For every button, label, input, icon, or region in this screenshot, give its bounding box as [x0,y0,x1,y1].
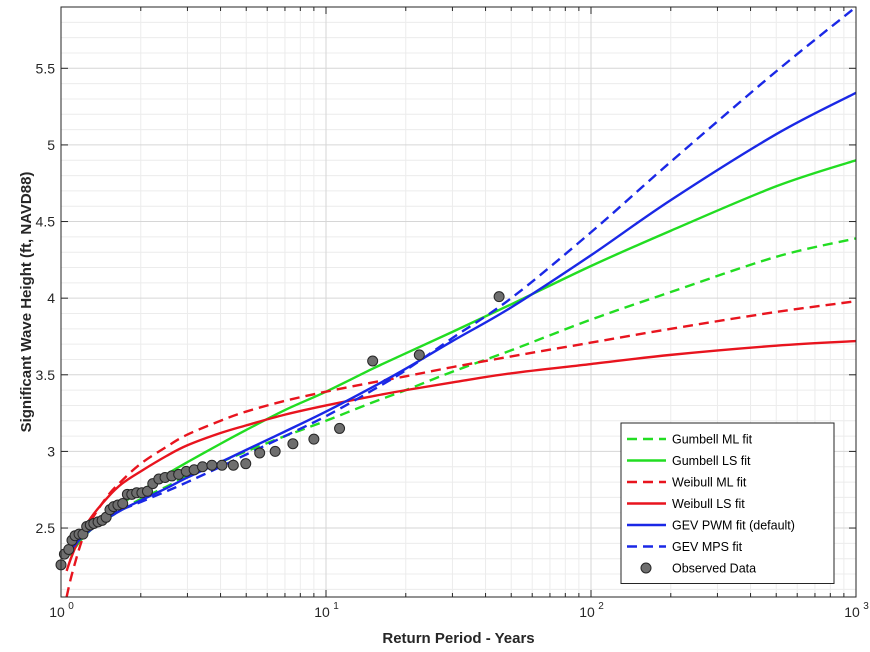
x-tick-label: 10 [49,604,65,620]
x-axis-title: Return Period - Years [382,630,534,647]
observed-point [254,447,266,459]
y-tick-label: 3 [47,443,55,459]
observed-point [413,349,425,361]
x-tick-exponent: 3 [863,601,869,612]
observed-point [367,355,379,367]
axis-ticks [60,7,857,597]
plot-frame [60,6,857,598]
legend-item-gev-pwm-fit-default: GEV PWM fit (default) [627,519,795,533]
observed-point [63,543,75,555]
legend-item-weibull-ls-fit: Weibull LS fit [627,497,745,511]
observed-point [216,459,228,471]
observed-point [206,459,218,471]
y-tick-label: 4 [47,290,55,306]
legend-label: Gumbell LS fit [672,454,751,468]
observed-point [334,422,346,434]
legend-item-gumbell-ls-fit: Gumbell LS fit [627,454,751,468]
series-line-weibull-ls-fit [65,339,856,572]
y-tick-label: 3.5 [36,367,56,383]
y-tick-labels: 2.5 3 3.5 4 4.5 5 5.5 [36,60,56,536]
legend-label: Gumbell ML fit [672,433,753,447]
y-tick-label: 2.5 [36,520,56,536]
legend-label: GEV MPS fit [672,540,743,554]
x-tick-label: 10 [579,604,595,620]
observed-point [308,433,320,445]
legend-swatch [640,562,652,574]
y-tick-label: 5 [47,137,55,153]
x-tick-exponent: 2 [598,601,604,612]
legend-label: GEV PWM fit (default) [672,519,795,533]
observed-point [227,459,239,471]
observed-point [117,498,129,510]
x-tick-exponent: 0 [68,601,74,612]
x-tick-label: 10 [844,604,860,620]
legend-label: Weibull ML fit [672,476,747,490]
legend-item-gev-mps-fit: GEV MPS fit [627,540,743,554]
observed-point [197,461,209,473]
y-tick-label: 4.5 [36,214,56,230]
x-tick-exponent: 1 [333,601,339,612]
x-tick-labels: 10 0 10 1 10 2 10 3 [49,601,869,620]
y-tick-label: 5.5 [36,60,56,76]
legend: Gumbell ML fit Gumbell LS fit Weibull ML f… [620,422,835,584]
y-axis-title: Significant Wave Height (ft, NAVD88) [18,172,35,433]
x-tick-label: 10 [314,604,330,620]
legend-label: Observed Data [672,562,756,576]
observed-point [493,291,505,303]
legend-item-gumbell-ml-fit: Gumbell ML fit [627,433,753,447]
observed-point [287,438,299,450]
legend-label: Weibull LS fit [672,497,745,511]
observed-point [240,458,252,470]
observed-point [141,485,153,497]
legend-item-observed-data: Observed Data [640,562,756,576]
series-line-weibull-ml-fit [65,300,856,597]
observed-point [269,445,281,457]
legend-item-weibull-ml-fit: Weibull ML fit [627,476,747,490]
